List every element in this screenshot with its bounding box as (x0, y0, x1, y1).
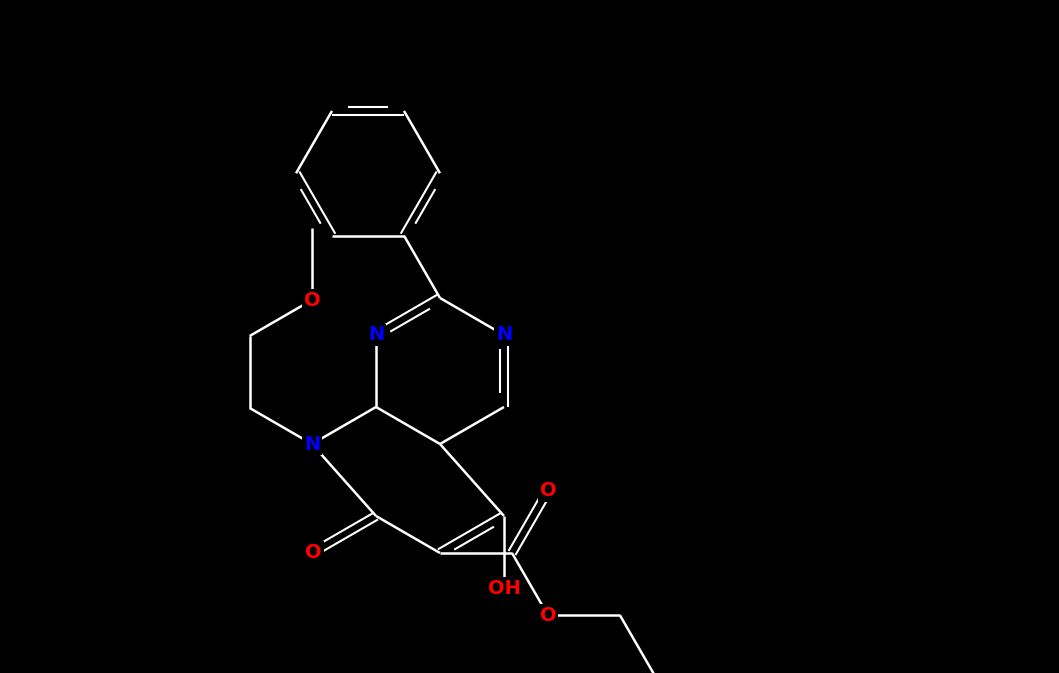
Text: O: O (305, 542, 322, 561)
Text: N: N (304, 435, 320, 454)
Text: O: O (540, 481, 556, 500)
Text: O: O (304, 291, 320, 310)
Text: N: N (496, 326, 513, 345)
Text: N: N (367, 326, 384, 345)
Text: OH: OH (487, 579, 520, 598)
Text: O: O (540, 606, 556, 625)
